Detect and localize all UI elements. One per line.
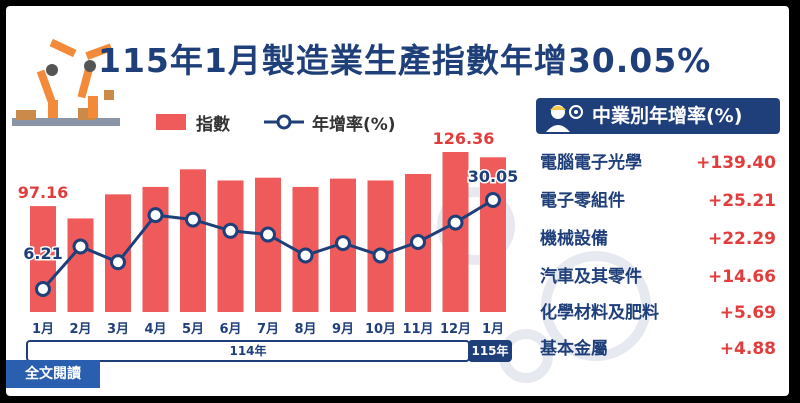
index-bar [67,218,94,312]
industry-row: 汽車及其零件 +14.66 [540,260,780,294]
industry-name: 電子零組件 [540,191,625,211]
growth-rate-point [222,222,239,239]
growth-rate-point [185,211,201,228]
industry-name: 基本金屬 [540,339,608,359]
growth-data-label: 6.21 [23,244,62,263]
legend-bar-label: 指數 [196,114,230,135]
legend-line-swatch [264,114,304,130]
index-bar [367,180,394,312]
growth-rate-point [147,207,164,224]
x-tick-label: 1月 [32,322,54,337]
industry-growth-value: +5.69 [719,303,776,323]
growth-rate-point [335,235,351,252]
industry-row: 機械設備 +22.29 [540,222,780,256]
index-bar [480,157,506,312]
index-bar [442,152,469,312]
panel-header: 中業別年增率(%) [536,98,780,134]
industry-growth-value: +22.29 [707,229,776,249]
industry-growth-panel: 中業別年增率(%) 電腦電子光學 +139.40 電子零組件 +25.21 機械… [536,98,780,366]
industry-growth-value: +4.88 [719,339,776,359]
industry-row: 電子零組件 +25.21 [540,184,780,218]
industry-row: 基本金屬 +4.88 [540,332,780,366]
year-label-115: 115年 [468,340,512,362]
robot-arm-illustration [12,38,120,126]
panel-title: 中業別年增率(%) [592,105,743,127]
index-bar [255,177,281,312]
x-tick-label: 8月 [294,322,316,337]
growth-rate-point [297,247,314,264]
growth-rate-point [110,254,126,271]
x-tick-label: 7月 [257,322,279,337]
index-bar [180,169,206,312]
infographic-card: 115年1月製造業生產指數年增30.05% 指數 年增率(%) 1月 2月 3月 4月… [6,6,789,396]
industry-name: 化學材料及肥料 [540,303,659,323]
industry-growth-value: +139.40 [696,153,776,173]
industry-name: 汽車及其零件 [540,267,642,287]
growth-rate-point [72,238,89,255]
industry-growth-value: +25.21 [707,191,776,211]
x-tick-label: 1月 [482,322,504,337]
x-tick-label: 2月 [69,322,91,337]
index-data-label: 97.16 [18,183,69,202]
industry-growth-value: +14.66 [707,267,776,287]
industry-name: 電腦電子光學 [540,153,642,173]
x-tick-label: 6月 [219,322,241,337]
index-bar [142,186,169,312]
growth-rate-point [447,214,464,231]
growth-rate-point [372,247,389,264]
growth-rate-point [410,233,426,250]
x-tick-label: 9月 [332,322,354,337]
gear-background-icon [437,187,651,383]
x-tick-label: 3月 [107,322,129,337]
index-data-label: 126.36 [433,129,495,148]
growth-data-label: 30.05 [468,167,519,186]
growth-rate-point [485,192,501,208]
page-title: 115年1月製造業生產指數年增30.05% [98,41,712,80]
growth-rate-point [35,281,51,297]
industry-row: 化學材料及肥料 +5.69 [540,296,780,330]
chart-legend: 指數 年增率(%) [156,110,396,135]
x-tick-label: 10月 [365,322,396,337]
growth-rate-point [260,226,276,243]
year-label-114: 114年 [26,340,470,362]
industry-row: 電腦電子光學 +139.40 [540,146,780,180]
legend-line-label: 年增率(%) [312,114,396,135]
read-all-button[interactable]: 全文閱讀 [6,360,100,388]
legend-bar-swatch [156,114,186,130]
x-tick-label: 5月 [182,322,204,337]
x-tick-label: 4月 [144,322,166,337]
index-bar [105,194,131,312]
worker-icon [546,105,583,132]
x-tick-label: 12月 [440,322,471,337]
industry-name: 機械設備 [540,229,608,249]
x-tick-label: 11月 [402,322,433,337]
index-and-growth-chart: 1月 2月 3月 4月 5月 6月 7月 8月 9月 10月 11月 12月 1月 97.16 126.36… [16,128,520,338]
index-bar [217,180,244,312]
